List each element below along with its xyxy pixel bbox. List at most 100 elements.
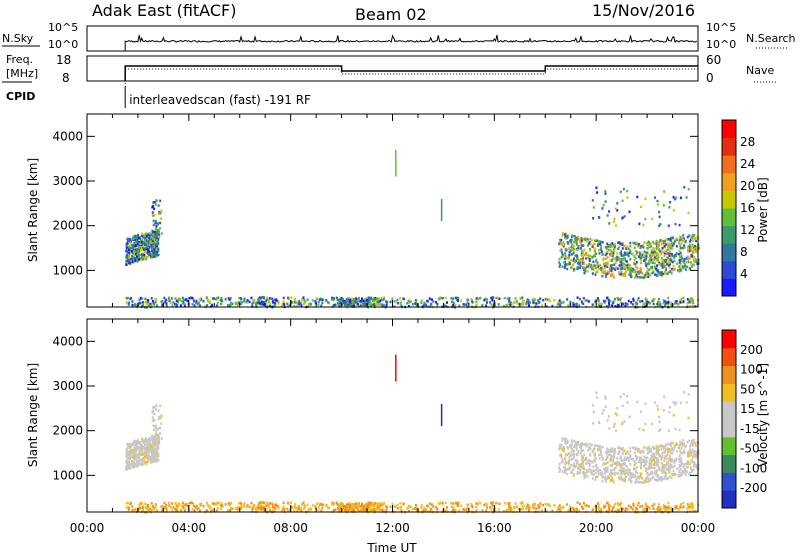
heatmap-cell — [638, 481, 641, 484]
heatmap-cell — [678, 469, 681, 473]
heatmap-cell — [676, 467, 679, 470]
heatmap-cell — [399, 301, 402, 305]
heatmap-cell — [604, 467, 607, 471]
heatmap-cell — [679, 449, 682, 452]
heatmap-cell — [653, 463, 656, 466]
heatmap-cell — [604, 458, 607, 462]
heatmap-cell — [271, 301, 274, 305]
heatmap-cell — [409, 300, 412, 303]
heatmap-cell — [678, 249, 681, 253]
heatmap-cell — [588, 447, 590, 450]
heatmap-cell — [599, 264, 602, 267]
heatmap-cell — [570, 258, 573, 262]
heatmap-cell — [529, 301, 531, 304]
heatmap-cell — [658, 415, 661, 419]
heatmap-cell — [143, 461, 146, 464]
heatmap-cell — [358, 509, 361, 513]
heatmap-cell — [377, 503, 380, 507]
heatmap-cell — [156, 445, 159, 449]
heatmap-cell — [128, 457, 130, 460]
heatmap-cell — [656, 270, 659, 273]
heatmap-cell — [296, 506, 299, 509]
heatmap-cell — [563, 462, 566, 465]
heatmap-cell — [156, 234, 159, 238]
heatmap-cell — [234, 302, 237, 305]
heatmap-cell — [603, 270, 606, 274]
heatmap-cell — [662, 239, 665, 243]
heatmap-cell — [150, 508, 153, 512]
heatmap-cell — [396, 298, 399, 302]
heatmap-cell — [630, 275, 633, 278]
heatmap-cell — [573, 234, 576, 238]
heatmap-cell — [644, 467, 647, 470]
heatmap-cell — [316, 502, 319, 506]
heatmap-cell — [562, 448, 565, 452]
heatmap-cell — [584, 472, 587, 475]
heatmap-cell — [423, 506, 426, 510]
heatmap-cell — [553, 299, 556, 302]
heatmap-cell — [668, 471, 671, 474]
heatmap-cell — [322, 503, 325, 506]
heatmap-cell — [565, 442, 567, 445]
heatmap-cell — [277, 507, 280, 510]
heatmap-cell — [151, 419, 154, 422]
heatmap-cell — [606, 451, 609, 455]
heatmap-cell — [648, 479, 650, 482]
heatmap-cell — [220, 302, 223, 306]
heatmap-cell — [608, 506, 610, 509]
heatmap-cell — [177, 298, 180, 302]
heatmap-cell — [251, 507, 254, 511]
heatmap-cell — [565, 454, 568, 457]
heatmap-cell — [592, 268, 595, 272]
heatmap-cell — [675, 505, 678, 508]
heatmap-streak — [395, 149, 397, 177]
heatmap-cell — [629, 269, 632, 272]
site-title: Adak East (fitACF) — [92, 1, 236, 20]
heatmap-cell — [606, 296, 608, 300]
heatmap-cell — [193, 300, 195, 303]
heatmap-cell — [689, 261, 692, 264]
heatmap-cell — [467, 299, 469, 302]
heatmap-cell — [147, 302, 150, 306]
heatmap-cell — [610, 472, 613, 475]
heatmap-cell — [251, 302, 254, 306]
heatmap-cell — [152, 438, 155, 441]
heatmap-cell — [134, 448, 137, 451]
heatmap-cell — [268, 302, 271, 306]
heatmap-cell — [675, 301, 678, 305]
heatmap-cell — [471, 506, 474, 509]
heatmap-cell — [154, 301, 157, 304]
heatmap-cell — [668, 266, 671, 269]
heatmap-cell — [645, 508, 648, 512]
heatmap-cell — [159, 199, 162, 203]
heatmap-cell — [656, 199, 659, 203]
heatmap-cell — [436, 303, 439, 306]
heatmap-cell — [599, 245, 602, 248]
heatmap-cell — [622, 467, 625, 470]
heatmap-cell — [664, 266, 667, 270]
heatmap-cell — [679, 263, 682, 266]
heatmap-cell — [693, 234, 696, 237]
heatmap-cell — [150, 435, 153, 439]
heatmap-cell — [682, 300, 685, 303]
heatmap-cell — [633, 451, 636, 454]
heatmap-cell — [644, 217, 647, 221]
heatmap-cell — [138, 236, 141, 239]
heatmap-cell — [372, 508, 375, 511]
heatmap-cell — [656, 475, 659, 478]
heatmap-cell — [570, 245, 573, 249]
heatmap-cell — [275, 503, 278, 506]
heatmap-cell — [231, 507, 234, 510]
heatmap-cell — [654, 455, 657, 459]
heatmap-cell — [151, 214, 154, 217]
heatmap-cell — [667, 296, 670, 300]
heatmap-cell — [575, 464, 578, 468]
heatmap-cell — [172, 301, 175, 304]
heatmap-cell — [215, 304, 218, 307]
heatmap-cell — [622, 392, 625, 396]
heatmap-cell — [234, 507, 237, 510]
heatmap-cell — [229, 304, 231, 307]
heatmap-cell — [608, 415, 610, 418]
heatmap-cell — [127, 303, 130, 306]
heatmap-cell — [619, 301, 622, 304]
